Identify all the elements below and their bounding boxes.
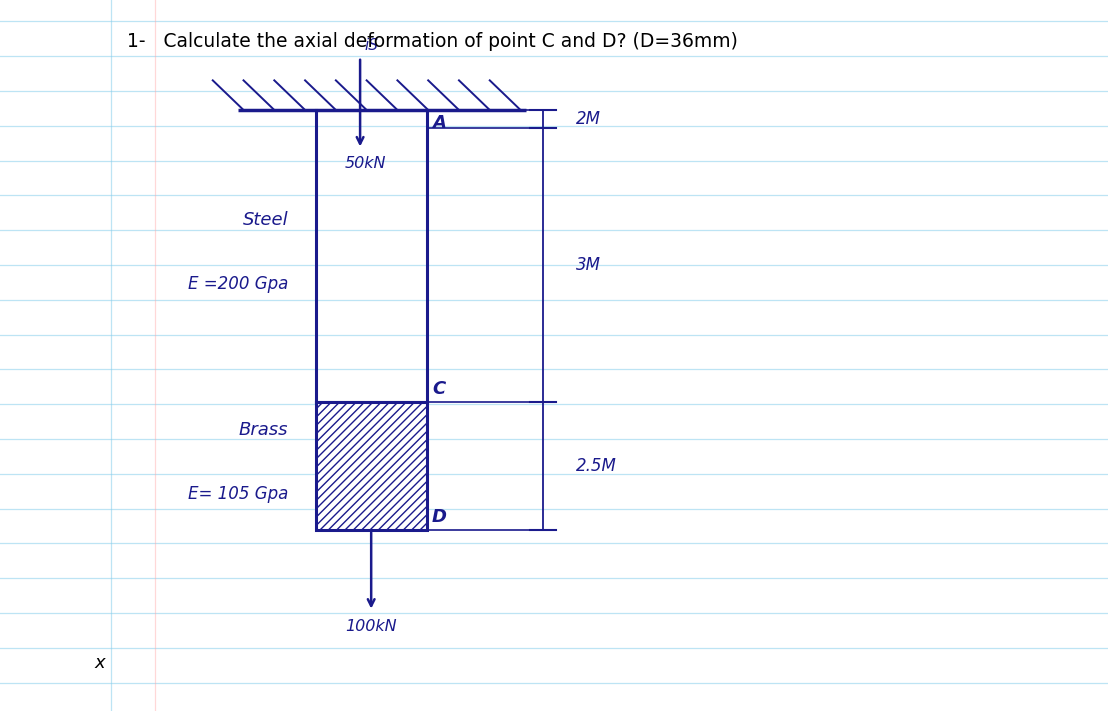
Text: C: C <box>432 380 445 398</box>
Text: Brass: Brass <box>238 421 288 439</box>
Text: E= 105 Gpa: E= 105 Gpa <box>187 485 288 503</box>
Text: x: x <box>94 654 105 672</box>
Text: 2M: 2M <box>576 110 602 128</box>
Text: 1-   Calculate the axial deformation of point C and D? (D=36mm): 1- Calculate the axial deformation of po… <box>127 32 738 51</box>
Bar <box>316 402 427 530</box>
Text: E =200 Gpa: E =200 Gpa <box>187 275 288 294</box>
Text: 100kN: 100kN <box>346 619 397 634</box>
Text: A: A <box>432 114 447 132</box>
Text: Steel: Steel <box>243 211 288 230</box>
Text: 2.5M: 2.5M <box>576 456 617 475</box>
Text: 50kN: 50kN <box>345 156 387 171</box>
Text: D: D <box>432 508 448 526</box>
Text: iS: iS <box>365 38 378 53</box>
Text: 3M: 3M <box>576 256 602 274</box>
